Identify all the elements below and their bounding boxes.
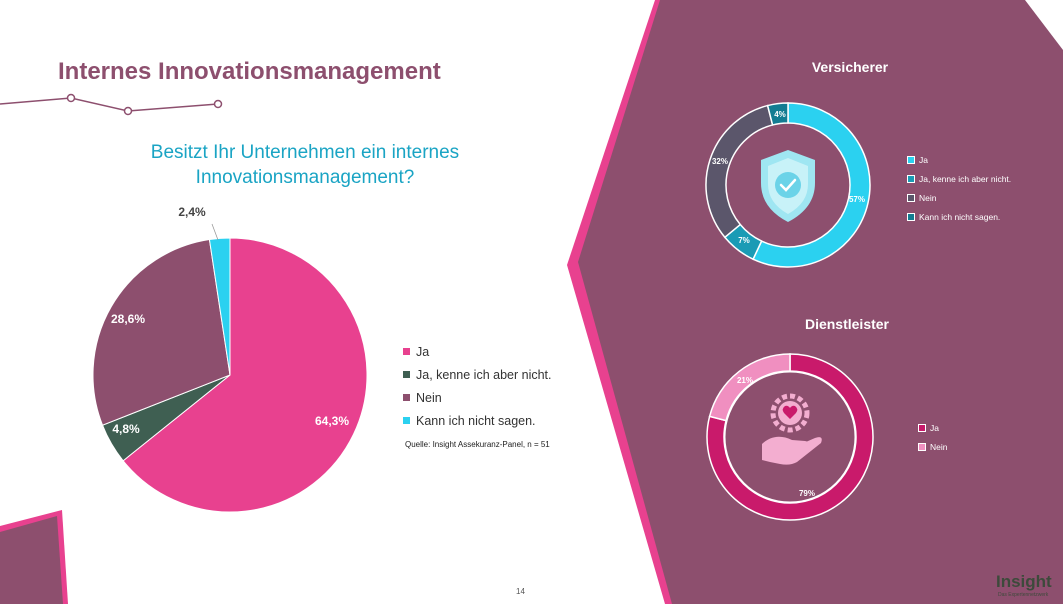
leader-line	[211, 223, 219, 241]
legend-label: Kann ich nicht sagen.	[416, 413, 536, 428]
legend-label: Ja	[416, 344, 430, 359]
decor-dot	[123, 106, 133, 116]
question-line: Besitzt Ihr Unternehmen ein internes	[150, 142, 460, 163]
legend-label: Ja	[930, 422, 939, 433]
page-number: 14	[516, 587, 525, 596]
chart-question: Besitzt Ihr Unternehmen ein internes Inn…	[120, 140, 490, 190]
pie-slice	[92, 238, 231, 426]
decor-dot	[66, 93, 76, 103]
legend-label: Ja, kenne ich aber nicht.	[919, 173, 1012, 184]
legend-swatch	[907, 193, 915, 202]
data-label: 21%	[737, 376, 753, 385]
legend-swatch	[907, 174, 915, 183]
legend-swatch	[403, 348, 410, 355]
legend-item: Nein	[907, 188, 1011, 207]
data-label: 79%	[799, 489, 815, 498]
legend-item: Ja	[907, 150, 1011, 169]
source-note: Quelle: Insight Assekuranz-Panel, n = 51	[405, 440, 550, 449]
question-line: Innovationsmanagement?	[195, 167, 415, 188]
legend-label: Nein	[416, 390, 442, 405]
data-label: 32%	[712, 157, 728, 166]
data-label: 57%	[849, 195, 865, 204]
pie-slice	[122, 237, 368, 513]
legend-item: Nein	[918, 437, 947, 456]
pie-slice	[208, 237, 231, 376]
legend-swatch	[403, 417, 410, 424]
legend-swatch	[918, 442, 926, 451]
donut-slice	[752, 102, 871, 268]
title-underline-decor	[0, 97, 219, 112]
legend-label: Ja, kenne ich aber nicht.	[416, 367, 552, 382]
data-label: 7%	[738, 236, 750, 245]
shield-check-icon	[761, 150, 815, 222]
corner-shape	[0, 516, 63, 604]
legend-swatch	[403, 371, 410, 378]
data-label: 64,3%	[315, 414, 349, 428]
legend-swatch	[918, 423, 926, 432]
panel-background	[578, 0, 1063, 604]
logo-tagline: Das Expertennetzwerk	[998, 592, 1049, 598]
versicherer-title: Versicherer	[811, 59, 889, 75]
legend-label: Nein	[919, 192, 937, 203]
dienstleister-legend: Ja Nein	[918, 418, 947, 456]
versicherer-legend: Ja Ja, kenne ich aber nicht. Nein Kann i…	[907, 150, 1011, 226]
hand-heart-icon	[762, 393, 822, 465]
donut-slice	[706, 353, 874, 521]
data-label: 4%	[774, 110, 786, 119]
main-legend: Ja Ja, kenne ich aber nicht. Nein Kann i…	[403, 340, 552, 432]
legend-item: Ja, kenne ich aber nicht.	[907, 169, 1011, 188]
legend-swatch	[403, 394, 410, 401]
decor-dot	[213, 99, 223, 109]
donut-slice	[766, 102, 789, 126]
insight-logo: Insight	[996, 572, 1052, 591]
legend-item: Kann ich nicht sagen.	[403, 409, 552, 432]
dienstleister-title: Dienstleister	[804, 316, 890, 332]
legend-label: Ja	[919, 154, 928, 165]
legend-swatch	[907, 212, 915, 221]
legend-item: Nein	[403, 386, 552, 409]
legend-item: Ja, kenne ich aber nicht.	[403, 363, 552, 386]
legend-item: Kann ich nicht sagen.	[907, 207, 1011, 226]
legend-item: Ja	[918, 418, 947, 437]
legend-label: Nein	[930, 441, 948, 452]
data-label: 28,6%	[111, 312, 145, 326]
data-label: 2,4%	[178, 205, 206, 219]
legend-item: Ja	[403, 340, 552, 363]
page-title: Internes Innovationsmanagement	[58, 58, 441, 85]
legend-swatch	[907, 155, 915, 164]
data-label: 4,8%	[112, 422, 140, 436]
donut-slice	[708, 353, 791, 422]
legend-label: Kann ich nicht sagen.	[919, 211, 1001, 222]
